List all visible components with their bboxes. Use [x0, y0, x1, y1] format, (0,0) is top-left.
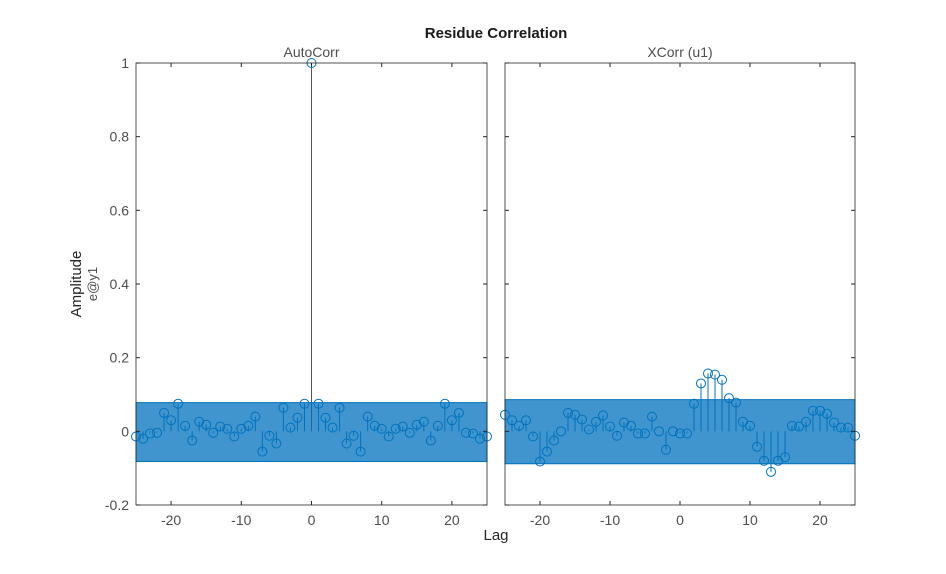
y-axis-sublabel: e@y1: [85, 267, 100, 301]
y-tick-label: 0.6: [110, 202, 130, 218]
x-tick-label: -10: [231, 512, 251, 528]
y-tick-label: 0.8: [110, 129, 130, 145]
y-tick-label: -0.2: [105, 497, 129, 513]
stem-marker: [696, 378, 706, 389]
x-tick-label: 0: [676, 512, 684, 528]
stem-marker: [710, 369, 720, 380]
confidence-band: [135, 402, 488, 463]
x-tick-label: 20: [444, 512, 460, 528]
y-tick-label: 0: [121, 423, 129, 439]
figure-title: Residue Correlation: [425, 25, 568, 42]
stem-marker: [766, 466, 776, 477]
x-tick-label: 20: [812, 512, 828, 528]
stem-marker: [717, 374, 727, 385]
x-tick-label: 10: [742, 512, 758, 528]
y-tick-label: 0.2: [110, 350, 130, 366]
x-tick-label: 10: [374, 512, 390, 528]
y-axis-label: Amplitude: [68, 251, 85, 318]
subtitle-xcorr: XCorr (u1): [647, 44, 712, 60]
panel-autocorr: -20 -10 0 10 20 -0.2 0 0.2 0.4 0.6 0.8 1: [105, 55, 492, 528]
y-tick-label: 1: [121, 55, 129, 71]
x-tick-label: -20: [530, 512, 550, 528]
panel-xcorr: -20 -10 0 10 20: [500, 62, 860, 528]
subtitle-autocorr: AutoCorr: [283, 44, 339, 60]
x-tick-label: -20: [161, 512, 181, 528]
x-tick-label: -10: [600, 512, 620, 528]
confidence-band: [504, 399, 856, 465]
x-tick-label: 0: [308, 512, 316, 528]
y-tick-label: 0.4: [110, 276, 130, 292]
stem-marker: [703, 368, 713, 379]
x-axis-label: Lag: [483, 527, 508, 544]
